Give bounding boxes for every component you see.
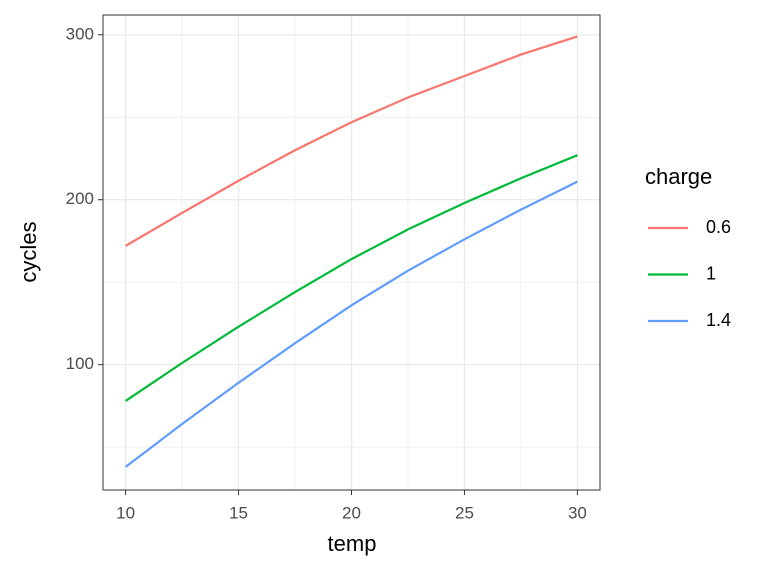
- line-series: [125, 35, 578, 247]
- y-tick-label: 300: [66, 24, 94, 43]
- x-tick-label: 30: [568, 503, 587, 522]
- x-tick-label: 15: [229, 503, 248, 522]
- y-axis-title: cycles: [16, 221, 41, 282]
- x-tick-label: 20: [342, 503, 361, 522]
- y-tick-label: 100: [66, 354, 94, 373]
- y-tick-label: 200: [66, 189, 94, 208]
- legend-label: 1.4: [706, 310, 731, 330]
- x-tick-label: 25: [455, 503, 474, 522]
- legend-label: 0.6: [706, 217, 731, 237]
- line-series: [124, 154, 578, 402]
- x-tick-label: 10: [116, 503, 135, 522]
- x-axis-title: temp: [328, 531, 377, 556]
- legend-title: charge: [645, 164, 712, 189]
- legend-label: 1: [706, 263, 716, 283]
- panel-border: [102, 14, 601, 491]
- line-series: [124, 180, 578, 468]
